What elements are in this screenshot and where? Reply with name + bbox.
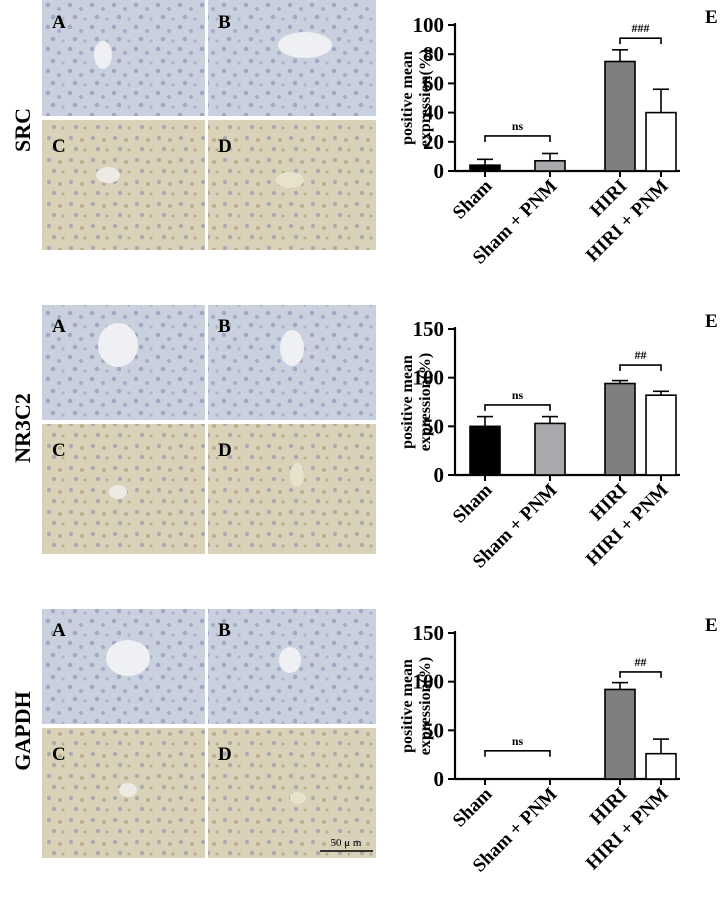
bar-chart-src: positive meanexpression(%) E 0 20 40 60 80 100 S… <box>399 7 718 268</box>
y-axis-label-line: expression(%) <box>417 353 434 451</box>
bar <box>534 159 566 172</box>
vessel <box>98 323 138 367</box>
vessel <box>94 41 112 69</box>
micrograph-b <box>208 0 376 116</box>
vessel <box>278 32 332 58</box>
bar-chart-nr3c2: positive meanexpression(%) E 0 50 100 150 Sham… <box>399 311 718 572</box>
y-axis-label-line: positive mean <box>399 355 416 449</box>
panel-label-a: A <box>52 620 66 641</box>
y-tick-label: 50 <box>423 414 444 438</box>
y-tick-label: 50 <box>423 718 444 742</box>
bar <box>604 60 636 172</box>
vessel <box>119 783 137 797</box>
y-tick-label: 100 <box>413 13 445 37</box>
row-label: NR3C2 <box>10 393 35 463</box>
row-label: GAPDH <box>10 691 35 770</box>
x-tick-label: Sham <box>449 480 497 528</box>
panel-label-d: D <box>218 744 232 765</box>
x-tick-label: Sham <box>449 176 497 224</box>
panel-label-c: C <box>52 440 66 461</box>
significance-bracket <box>619 671 662 678</box>
micrograph-a <box>42 0 205 116</box>
bar <box>534 422 566 476</box>
bar <box>469 425 501 476</box>
panel-label-d: D <box>218 136 232 157</box>
significance-label: ## <box>635 348 647 362</box>
micrograph-grid: A B C D <box>42 305 376 554</box>
panel-label-e: E <box>705 7 718 28</box>
x-tick-label: Sham <box>449 784 497 832</box>
panel-label-a: A <box>52 316 66 337</box>
vessel <box>276 172 304 188</box>
bar <box>645 394 677 476</box>
vessel <box>106 640 150 676</box>
row-nr3c2: NR3C2 A B C D positive meanexpression(%)… <box>10 305 718 572</box>
y-axis-label-line: positive mean <box>399 659 416 753</box>
panel-label-c: C <box>52 136 66 157</box>
panel-label-b: B <box>218 620 231 641</box>
vessel <box>290 463 304 487</box>
scale-bar-label: 50 μ m <box>331 837 362 849</box>
micrograph-d <box>208 424 376 554</box>
micrograph-grid: A B C D <box>42 0 376 250</box>
bar-chart-gapdh: positive meanexpression(%) E 0 50 100 150 Sham… <box>399 615 718 876</box>
y-tick-label: 0 <box>434 159 445 183</box>
significance-bracket <box>619 37 662 45</box>
y-axis-label: positive meanexpression(%) <box>399 353 434 451</box>
panel-label-a: A <box>52 12 66 33</box>
micrograph-c <box>42 120 205 250</box>
bar <box>604 688 636 780</box>
y-tick-label: 0 <box>434 463 445 487</box>
y-tick-label: 0 <box>434 767 445 791</box>
significance-label: ### <box>632 21 650 35</box>
significance-bracket <box>619 364 662 372</box>
y-axis-label-line: expression(%) <box>417 49 434 147</box>
y-tick-label: 150 <box>413 621 445 645</box>
significance-bracket <box>484 135 551 142</box>
y-tick-label: 100 <box>413 366 445 390</box>
significance-bracket <box>484 749 551 757</box>
row-label: SRC <box>10 108 35 152</box>
panel-label-b: B <box>218 12 231 33</box>
micrograph-d <box>208 728 376 858</box>
significance-label: ## <box>635 655 647 669</box>
y-axis-label: positive meanexpression(%) <box>399 49 434 147</box>
vessel <box>280 330 304 366</box>
vessel <box>109 485 127 499</box>
panel-label-e: E <box>705 615 718 636</box>
significance-bracket <box>484 404 551 411</box>
y-axis-label-line: positive mean <box>399 51 416 145</box>
y-tick-label: 20 <box>423 130 444 154</box>
y-tick-label: 80 <box>423 42 444 66</box>
bar <box>604 382 636 476</box>
y-axis-label-line: expression(%) <box>417 657 434 755</box>
vessel <box>279 647 301 673</box>
panel-label-e: E <box>705 311 718 332</box>
significance-label: ns <box>512 119 524 133</box>
row-gapdh: GAPDH A B C D 50 μ m positive meanexpres… <box>10 609 718 876</box>
y-tick-label: 150 <box>413 317 445 341</box>
panel-label-b: B <box>218 316 231 337</box>
row-src: SRC A B C D positive meanexpression(%) E 0… <box>10 0 718 268</box>
y-tick-label: 60 <box>423 71 444 95</box>
significance-label: ns <box>512 388 524 402</box>
vessel <box>96 167 120 183</box>
panel-label-c: C <box>52 744 66 765</box>
bar <box>645 111 677 172</box>
y-tick-label: 100 <box>413 670 445 694</box>
micrograph-grid: A B C D 50 μ m <box>42 609 376 858</box>
y-axis-label: positive meanexpression(%) <box>399 657 434 755</box>
y-tick-label: 40 <box>423 101 444 125</box>
vessel <box>290 792 306 804</box>
significance-label: ns <box>512 734 524 748</box>
bar <box>469 164 501 172</box>
panel-label-d: D <box>218 440 232 461</box>
bar <box>645 752 677 780</box>
